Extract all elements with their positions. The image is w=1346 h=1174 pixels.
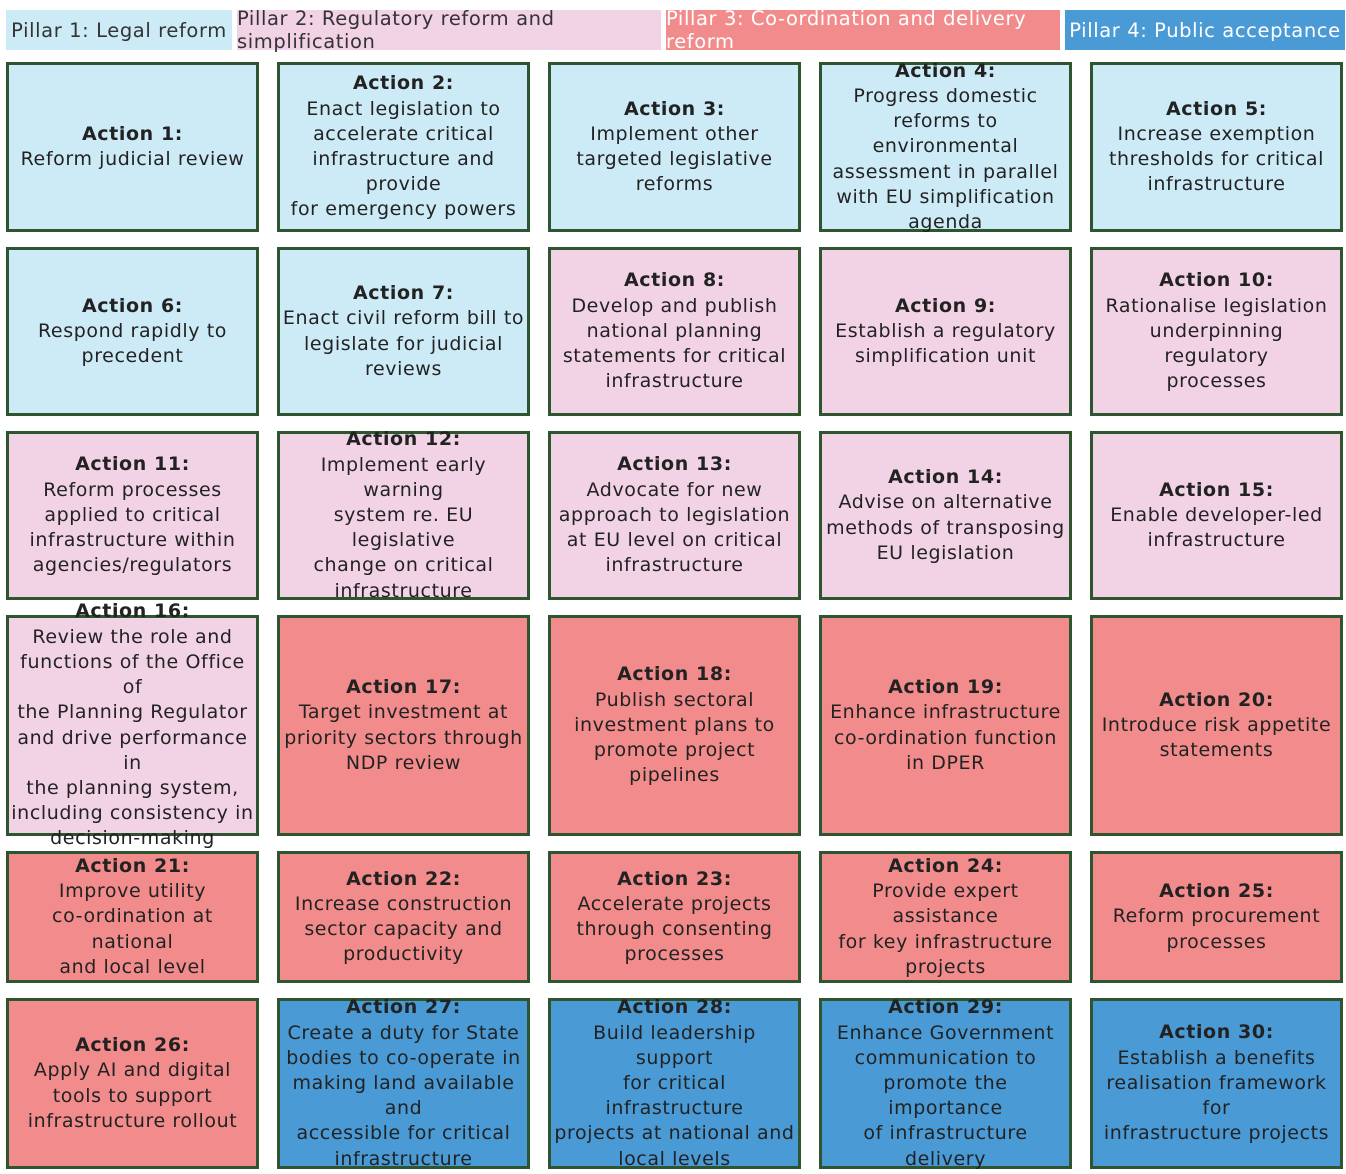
action-title: Action 29:: [888, 996, 1003, 1019]
action-title: Action 30:: [1159, 1021, 1274, 1044]
action-description: Enable developer-led infrastructure: [1110, 503, 1323, 552]
action-description: Enhance Government communication to prom…: [836, 1021, 1055, 1170]
action-title: Action 4:: [895, 59, 996, 82]
action-card-1: Action 1: Reform judicial review: [6, 62, 259, 232]
action-description: Create a duty for State bodies to co-ope…: [286, 1021, 521, 1170]
action-description: Rationalise legislation underpinning reg…: [1105, 294, 1328, 393]
action-card-9: Action 9: Establish a regulatory simplifi…: [819, 247, 1072, 416]
action-card-27: Action 27: Create a duty for State bodies…: [277, 996, 530, 1170]
action-description: Publish sectoral investment plans to pro…: [574, 688, 775, 787]
action-card-19: Action 19: Enhance infrastructure co-ordi…: [819, 615, 1072, 836]
action-title: Action 6:: [82, 294, 183, 317]
action-card-11: Action 11: Reform processes applied to cr…: [6, 431, 259, 600]
action-title: Action 24:: [888, 855, 1003, 877]
action-card-16: Action 16: Review the role and functions …: [6, 600, 259, 849]
action-card-20: Action 20: Introduce risk appetite statem…: [1090, 615, 1343, 836]
action-title: Action 1:: [82, 122, 183, 145]
action-title: Action 17:: [346, 676, 461, 699]
action-card-23: Action 23: Accelerate projects through co…: [548, 851, 801, 983]
action-card-30: Action 30: Establish a benefits realisati…: [1090, 998, 1343, 1169]
action-title: Action 27:: [346, 996, 461, 1019]
action-title: Action 26:: [75, 1034, 190, 1057]
action-description: Increase exemption thresholds for critic…: [1108, 122, 1325, 196]
action-title: Action 16:: [75, 600, 190, 623]
action-title: Action 25:: [1159, 880, 1274, 903]
action-card-4: Action 4: Progress domestic reforms to en…: [819, 59, 1072, 234]
action-description: Advise on alternative methods of transpo…: [826, 491, 1065, 564]
action-description: Respond rapidly to precedent: [37, 319, 228, 368]
legend-pillar-2: Pillar 2: Regulatory reform and simplifi…: [237, 7, 661, 53]
action-title: Action 18:: [617, 663, 732, 686]
action-card-28: Action 28: Build leadership support for c…: [548, 996, 801, 1170]
action-description: Develop and publish national planning st…: [562, 294, 787, 393]
action-card-7: Action 7: Enact civil reform bill to legi…: [277, 247, 530, 416]
action-title: Action 13:: [617, 453, 732, 476]
action-description: Advocate for new approach to legislation…: [558, 478, 791, 577]
action-card-17: Action 17: Target investment at priority …: [277, 615, 530, 836]
legend-pillar-3: Pillar 3: Co-ordination and delivery ref…: [666, 7, 1060, 53]
action-card-5: Action 5: Increase exemption thresholds f…: [1090, 62, 1343, 232]
action-title: Action 14:: [888, 466, 1003, 489]
action-title: Action 7:: [353, 282, 454, 305]
action-description: Establish a benefits realisation framewo…: [1103, 1046, 1330, 1145]
action-card-24: Action 24: Provide expert assistance for …: [819, 851, 1072, 983]
legend-pillar-1: Pillar 1: Legal reform: [6, 10, 232, 50]
action-card-29: Action 29: Enhance Government communicati…: [819, 996, 1072, 1170]
action-description: Review the role and functions of the Off…: [11, 625, 254, 850]
action-card-10: Action 10: Rationalise legislation underp…: [1090, 247, 1343, 416]
action-description: Introduce risk appetite statements: [1101, 713, 1332, 762]
action-title: Action 22:: [346, 867, 461, 890]
action-description: Provide expert assistance for key infras…: [838, 880, 1053, 978]
action-description: Enact legislation to accelerate critical…: [290, 97, 517, 221]
action-description: Build leadership support for critical in…: [554, 1021, 795, 1170]
action-card-15: Action 15: Enable developer-led infrastru…: [1090, 431, 1343, 600]
action-card-3: Action 3: Implement other targeted legisl…: [548, 62, 801, 232]
action-title: Action 21:: [75, 855, 190, 877]
action-card-26: Action 26: Apply AI and digital tools to …: [6, 998, 259, 1169]
action-title: Action 9:: [895, 294, 996, 317]
action-title: Action 3:: [624, 97, 725, 120]
action-description: Implement other targeted legislative ref…: [576, 122, 773, 196]
action-card-2: Action 2: Enact legislation to accelerate…: [277, 62, 530, 232]
action-card-6: Action 6: Respond rapidly to precedent: [6, 247, 259, 416]
action-card-18: Action 18: Publish sectoral investment pl…: [548, 615, 801, 836]
action-description: Reform procurement processes: [1112, 905, 1321, 953]
action-description: Enhance infrastructure co-ordination fun…: [830, 701, 1061, 774]
action-description: Implement early warning system re. EU le…: [313, 453, 494, 602]
action-title: Action 28:: [617, 996, 732, 1019]
action-title: Action 10:: [1159, 269, 1274, 292]
action-description: Target investment at priority sectors th…: [284, 701, 523, 774]
action-title: Action 5:: [1166, 97, 1267, 120]
action-card-25: Action 25: Reform procurement processes: [1090, 851, 1343, 983]
action-card-13: Action 13: Advocate for new approach to l…: [548, 431, 801, 600]
action-card-8: Action 8: Develop and publish national pl…: [548, 247, 801, 416]
action-description: Reform processes applied to critical inf…: [29, 478, 236, 577]
action-title: Action 15:: [1159, 478, 1274, 501]
action-card-22: Action 22: Increase construction sector c…: [277, 851, 530, 983]
action-title: Action 8:: [624, 269, 725, 292]
action-title: Action 12:: [346, 428, 461, 451]
action-description: Increase construction sector capacity an…: [294, 892, 513, 966]
action-description: Improve utility co-ordination at nationa…: [52, 880, 213, 978]
action-description: Progress domestic reforms to environment…: [832, 85, 1059, 234]
action-card-12: Action 12: Implement early warning system…: [277, 428, 530, 602]
action-description: Establish a regulatory simplification un…: [835, 319, 1056, 368]
action-card-14: Action 14: Advise on alternative methods …: [819, 431, 1072, 600]
action-description: Enact civil reform bill to legislate for…: [282, 307, 525, 380]
action-title: Action 20:: [1159, 688, 1274, 711]
legend-pillar-4: Pillar 4: Public acceptance: [1065, 10, 1345, 50]
action-description: Accelerate projects through consenting p…: [576, 892, 773, 966]
pillar-legend: Pillar 1: Legal reform Pillar 2: Regulato…: [6, 7, 1345, 53]
action-description: Reform judicial review: [20, 148, 245, 170]
actions-grid: Action 1: Reform judicial review Action 2:…: [6, 59, 1343, 1170]
action-title: Action 19:: [888, 676, 1003, 699]
action-title: Action 11:: [75, 453, 190, 476]
action-description: Apply AI and digital tools to support in…: [27, 1059, 238, 1132]
action-title: Action 2:: [353, 72, 454, 95]
action-card-21: Action 21: Improve utility co-ordination …: [6, 851, 259, 983]
action-title: Action 23:: [617, 867, 732, 890]
